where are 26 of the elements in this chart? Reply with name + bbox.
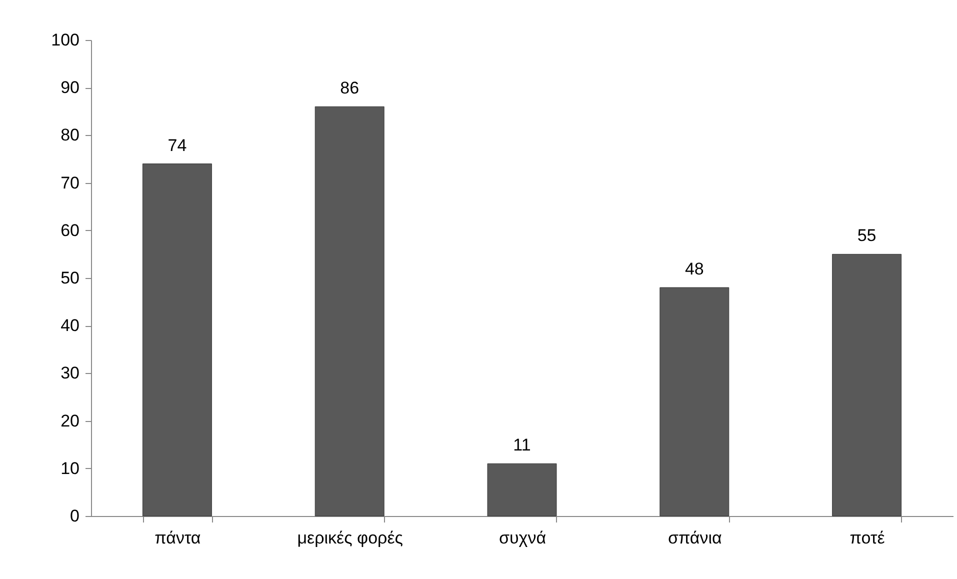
data-label: 74 [168,136,187,155]
x-tick-label: πάντα [154,528,201,548]
y-tick-label: 80 [60,126,80,145]
data-label: 55 [857,226,876,246]
y-tick-label: 20 [60,411,80,430]
y-tick-label: 10 [60,458,80,478]
x-tick-label: συχνά [498,528,546,548]
y-tick-label: 30 [60,364,80,383]
data-label: 48 [684,260,704,279]
data-label: 86 [340,78,360,98]
bar [314,106,384,516]
y-tick-label: 0 [70,506,80,526]
data-label: 11 [513,436,531,455]
x-tick-label: σπάνια [668,528,722,548]
bar [142,164,212,516]
y-tick-label: 60 [60,220,80,240]
bar [660,287,730,516]
y-tick-label: 90 [60,78,80,98]
y-tick-label: 50 [60,268,80,288]
x-tick-label: ποτέ [850,528,886,548]
y-tick-label: 40 [60,316,80,336]
x-tick-label: μερικές φορές [297,528,403,548]
bar [487,463,557,516]
y-tick-label: 100 [51,30,80,50]
bar [832,254,902,516]
y-tick-label: 70 [60,173,80,192]
